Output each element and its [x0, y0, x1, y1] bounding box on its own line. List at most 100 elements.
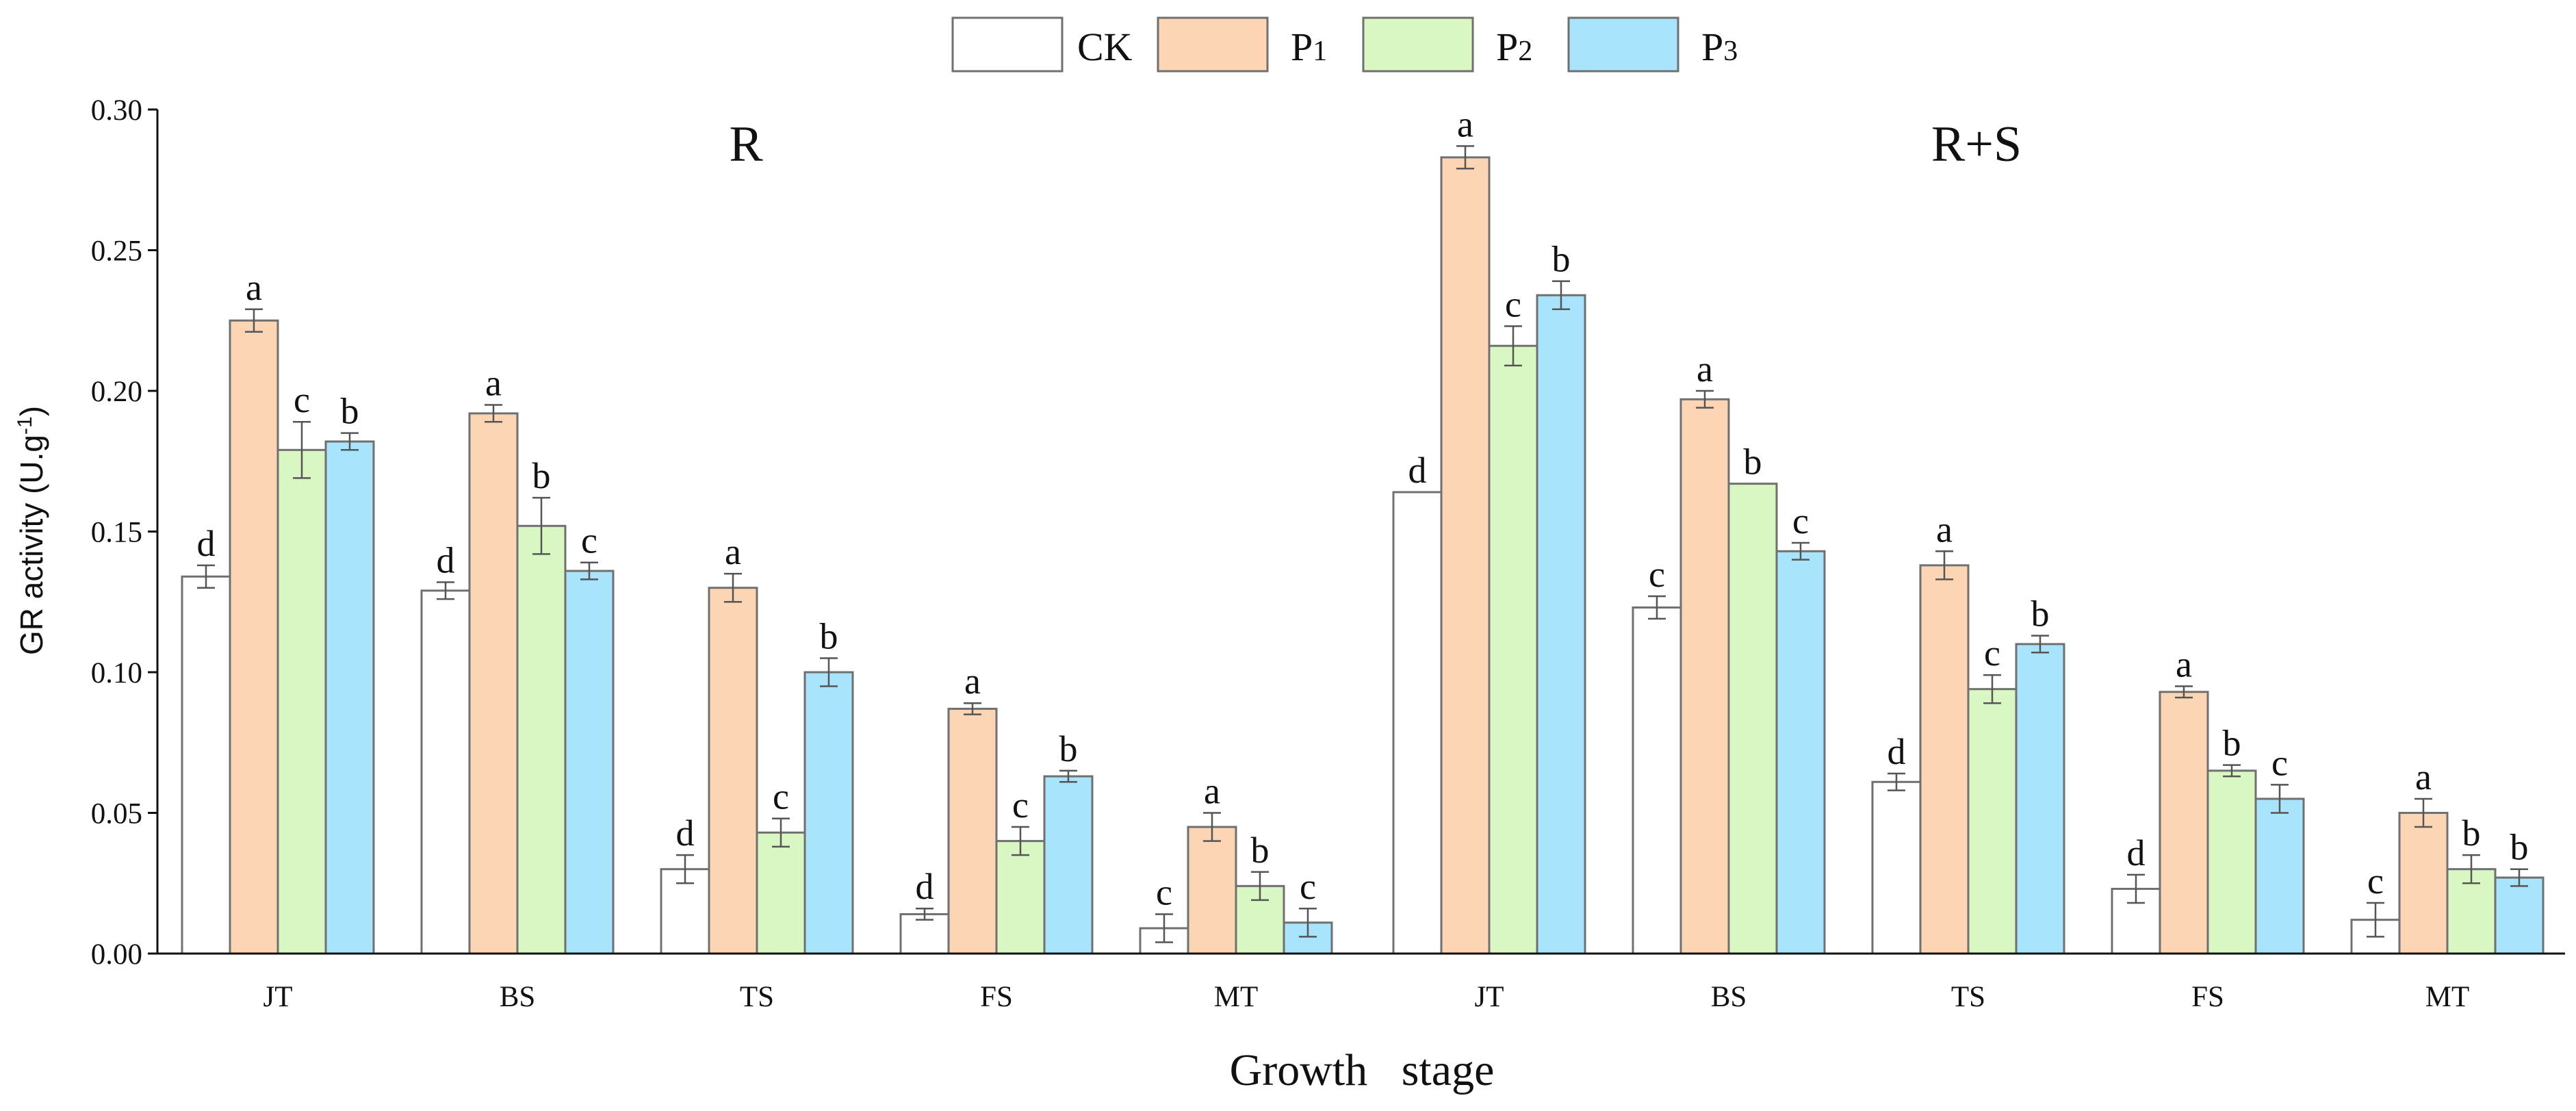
bar-p1: [468, 412, 519, 955]
bar-ck: [1632, 606, 1682, 955]
legend-swatch-ck: [951, 16, 1064, 73]
y-axis-label-close: ): [14, 406, 49, 416]
significance-label: c: [773, 776, 789, 817]
significance-label: d: [2127, 832, 2146, 873]
x-tick-label: TS: [740, 981, 774, 1013]
x-tick-label: JT: [263, 981, 293, 1013]
significance-label: a: [246, 267, 262, 308]
legend-swatch-p1: [1157, 16, 1269, 73]
y-tick-label: 0.00: [91, 938, 142, 971]
significance-label: a: [2415, 756, 2432, 797]
y-axis-label: GR activity (U.g-1): [14, 406, 49, 655]
y-tick-label: 0.15: [91, 517, 142, 549]
significance-label: b: [1744, 442, 1762, 483]
bar-p2: [2206, 769, 2257, 955]
bar-p2: [756, 831, 806, 955]
significance-label: c: [1984, 633, 2000, 674]
bar-p3: [803, 671, 854, 955]
legend-label-p1: P1: [1291, 25, 1327, 69]
bar-p2: [516, 524, 567, 955]
panel-label-r-plus-s: R+S: [1931, 116, 2022, 173]
legend-label-p2: P2: [1496, 25, 1532, 69]
bar-p3: [1775, 550, 1826, 955]
bar-p1: [2398, 812, 2449, 955]
significance-label: b: [1251, 830, 1270, 871]
significance-label: c: [1792, 500, 1809, 541]
bar-p3: [324, 440, 375, 955]
y-axis-label-main: GR activity (U.g: [14, 435, 49, 655]
bar-ck: [181, 575, 231, 955]
significance-label: a: [1457, 103, 1473, 144]
significance-label: b: [1059, 728, 1078, 769]
significance-label: c: [1300, 866, 1316, 907]
legend-swatch-p3: [1567, 16, 1679, 73]
significance-label: c: [1649, 554, 1665, 595]
bar-p1: [1187, 826, 1237, 955]
significance-label: b: [1552, 239, 1571, 280]
x-tick-label: FS: [980, 981, 1013, 1013]
significance-label: b: [820, 615, 838, 656]
bar-p2: [1727, 483, 1778, 955]
significance-label: c: [581, 520, 597, 561]
y-tick-label: 0.30: [91, 94, 142, 127]
bar-p2: [276, 448, 327, 955]
significance-label: b: [2031, 593, 2050, 635]
x-tick-label: FS: [2191, 981, 2224, 1013]
bar-p2: [995, 840, 1046, 955]
significance-label: c: [1012, 784, 1029, 826]
bar-p2: [1967, 688, 2018, 955]
x-axis-label: Growth stage: [1230, 1045, 1495, 1095]
bar-ck: [1871, 780, 1922, 955]
significance-label: c: [1156, 871, 1172, 912]
bar-p3: [564, 570, 615, 955]
bar-ck: [420, 589, 471, 955]
significance-label: a: [1936, 509, 1953, 550]
x-tick-label: MT: [2425, 981, 2470, 1013]
x-tick-label: TS: [1951, 981, 1985, 1013]
significance-label: c: [2271, 742, 2288, 783]
legend: CK P1 P2 P3: [951, 16, 1738, 73]
significance-label: c: [294, 379, 310, 420]
legend-label-ck: CK: [1077, 25, 1133, 69]
y-tick-label: 0.20: [91, 376, 142, 408]
significance-label: c: [2367, 860, 2384, 902]
bar-p1: [229, 319, 279, 955]
significance-label: d: [1408, 450, 1427, 491]
significance-label: a: [1697, 348, 1713, 390]
significance-label: a: [725, 531, 741, 572]
x-ticks: JT BS TS FS MT JT BS TS FS MT: [263, 981, 2470, 1013]
panel-labels: R R+S: [729, 116, 2022, 173]
significance-label: d: [437, 539, 455, 580]
bar-p1: [2159, 691, 2209, 955]
significance-label: b: [2223, 723, 2241, 764]
bar-p3: [1536, 294, 1586, 955]
bar-p1: [1440, 156, 1491, 955]
significance-label: b: [2462, 813, 2481, 854]
significance-label: a: [1204, 771, 1220, 812]
bar-p1: [947, 707, 998, 955]
y-axis-label-sup: -1: [14, 416, 36, 435]
bar-p3: [2254, 797, 2305, 955]
significance-label: c: [1505, 283, 1521, 324]
significance-label: b: [532, 455, 551, 496]
bar-p3: [2494, 876, 2545, 955]
significance-label: d: [676, 813, 695, 854]
bar-p1: [1919, 564, 1970, 955]
significance-label: a: [964, 661, 981, 702]
y-ticks: 0.00 0.05 0.10 0.15 0.20 0.25 0.30: [91, 94, 157, 971]
significance-label: d: [916, 866, 934, 907]
significance-label: b: [341, 391, 359, 432]
x-tick-label: BS: [500, 981, 536, 1013]
panel-label-r: R: [729, 116, 763, 173]
bar-p3: [1043, 775, 1094, 955]
bar-p1: [708, 587, 758, 955]
significance-label: a: [2176, 644, 2192, 685]
bar-p2: [1488, 344, 1538, 955]
legend-swatch-p2: [1362, 16, 1474, 73]
significance-label: d: [197, 523, 216, 564]
y-tick-label: 0.25: [91, 235, 142, 268]
bar-p1: [1679, 398, 1730, 955]
y-tick-label: 0.05: [91, 798, 142, 830]
